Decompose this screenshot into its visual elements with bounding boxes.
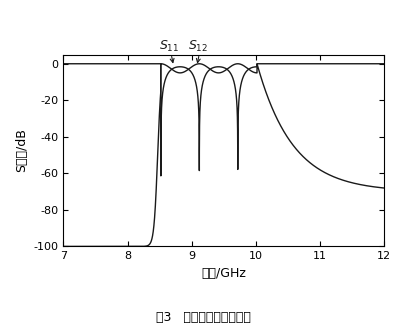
Text: 图3   滤波器的仿真曲线图: 图3 滤波器的仿真曲线图 [155,311,250,324]
X-axis label: 频率/GHz: 频率/GHz [201,267,245,280]
Y-axis label: S参数/dB: S参数/dB [15,129,28,172]
Text: $S_{11}$: $S_{11}$ [159,39,179,54]
Text: $S_{12}$: $S_{12}$ [188,39,208,54]
